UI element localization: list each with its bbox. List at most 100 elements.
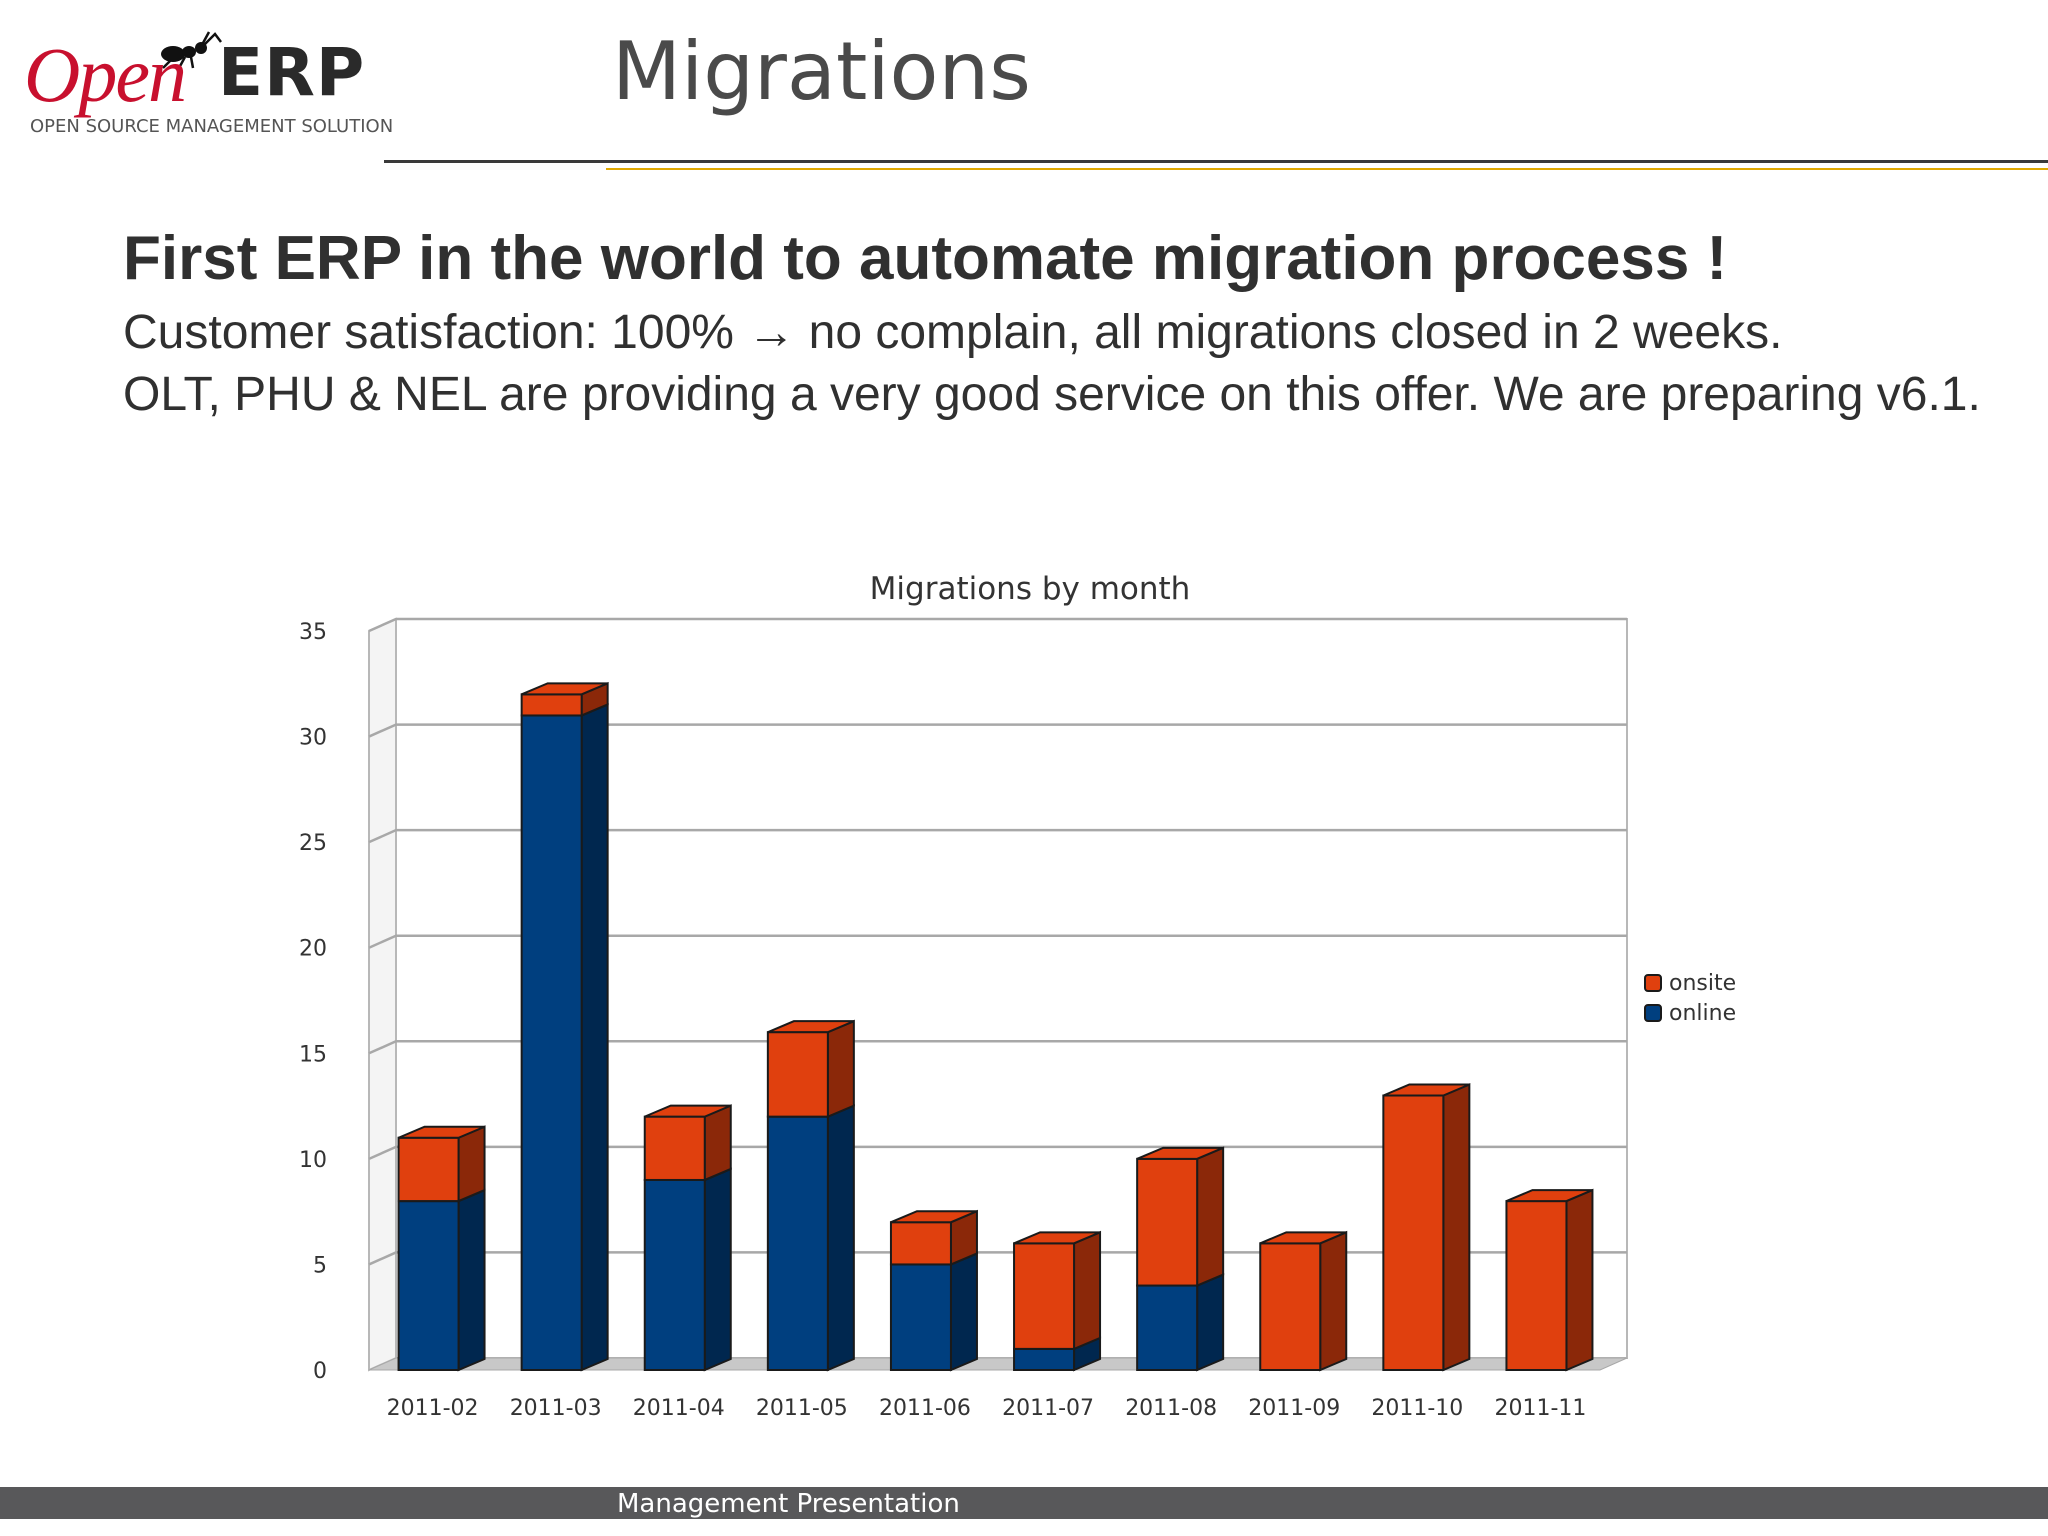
x-tick-label: 2011-10: [1371, 1396, 1463, 1421]
bar-side-face: [457, 1125, 486, 1203]
headline: First ERP in the world to automate migra…: [123, 224, 1728, 293]
y-tick-label: 35: [299, 620, 327, 645]
migrations-chart: Migrations by month 0 5 10 15 20 25 30 35 2011-0…: [299, 571, 1736, 1421]
bar-segment-onsite: [397, 1125, 486, 1203]
bar-front-face: [643, 1178, 706, 1371]
x-tick-label: 2011-06: [879, 1396, 971, 1421]
bar-side-face: [949, 1251, 978, 1372]
y-tick-label: 30: [299, 726, 327, 751]
y-tick-label: 25: [299, 831, 327, 856]
bar-front-face: [1505, 1200, 1568, 1371]
bar-segment-onsite: [520, 681, 609, 717]
bar-side-face: [703, 1104, 732, 1182]
x-tick-label: 2011-07: [1002, 1396, 1094, 1421]
y-tick-label: 0: [313, 1359, 327, 1384]
bar-top-face: [1136, 1146, 1224, 1160]
gridline: [368, 723, 1627, 738]
bar-front-face: [520, 714, 583, 1371]
x-tick-label: 2011-02: [387, 1396, 479, 1421]
x-tick-label: 2011-03: [510, 1396, 602, 1421]
footer-bar: Management Presentation: [0, 1487, 2048, 1519]
bar-segment-online: [397, 1188, 486, 1372]
bar-segment-onsite: [889, 1209, 978, 1266]
bar-front-face: [1013, 1347, 1076, 1372]
bar-top-face: [1259, 1231, 1347, 1245]
footer-label: Management Presentation: [617, 1489, 960, 1519]
bar-segment-onsite: [1259, 1230, 1348, 1372]
page-title: Migrations: [612, 25, 1031, 118]
chart-title: Migrations by month: [870, 571, 1191, 607]
x-tick-label: 2011-11: [1494, 1396, 1586, 1421]
bar-segment-online: [520, 702, 609, 1372]
bar-side-face: [826, 1019, 855, 1119]
bar-front-face: [766, 1115, 829, 1372]
bar-top-face: [398, 1125, 485, 1139]
header-rule-dark: [384, 160, 2048, 163]
bar-front-face: [397, 1136, 460, 1203]
bar-side-face: [1442, 1083, 1471, 1372]
gridline: [368, 617, 1627, 633]
legend-label-onsite: onsite: [1669, 971, 1736, 996]
bar-front-face: [1259, 1242, 1322, 1371]
bar-segment-onsite: [1136, 1146, 1225, 1288]
bar-segment-online: [1136, 1273, 1225, 1372]
bar-top-face: [1506, 1189, 1593, 1203]
y-tick-label: 15: [299, 1042, 327, 1067]
bar-segment-onsite: [1505, 1188, 1594, 1372]
openerp-logo: Open ERP OPEN SOURCE MANAGEMENT SOLUTION: [20, 30, 394, 145]
bar-front-face: [766, 1031, 829, 1118]
bar-top-face: [767, 1020, 855, 1034]
gridline: [368, 828, 1627, 844]
header-rule-gold: [606, 168, 2048, 170]
gridline: [368, 934, 1627, 949]
bar-side-face: [1565, 1188, 1594, 1372]
bar-front-face: [520, 693, 583, 717]
x-tick-label: 2011-08: [1125, 1396, 1217, 1421]
bar-segment-onsite: [766, 1019, 855, 1119]
legend-swatch-online: [1644, 1004, 1662, 1022]
bar-top-face: [1382, 1083, 1470, 1097]
bar-top-face: [890, 1210, 978, 1224]
bar-front-face: [1136, 1284, 1199, 1371]
bar-segment-online: [889, 1251, 978, 1372]
x-tick-label: 2011-05: [756, 1396, 848, 1421]
bar-front-face: [397, 1200, 460, 1371]
body-text: Customer satisfaction: 100% → no complai…: [123, 302, 1993, 426]
bar-side-face: [1196, 1146, 1225, 1288]
gridline: [368, 1040, 1627, 1055]
bar-top-face: [644, 1104, 732, 1118]
bar-side-face: [1319, 1230, 1348, 1372]
x-tick-label: 2011-09: [1248, 1396, 1340, 1421]
ant-icon: [161, 31, 222, 69]
bar-side-face: [826, 1104, 855, 1372]
bar-segment-onsite: [1013, 1230, 1102, 1351]
bar-segment-online: [766, 1104, 855, 1372]
bar-front-face: [1136, 1157, 1199, 1287]
legend-swatch-onsite: [1644, 974, 1662, 992]
bar-front-face: [889, 1263, 952, 1372]
paragraph-service: OLT, PHU & NEL are providing a very good…: [123, 368, 1981, 421]
bar-front-face: [889, 1221, 952, 1266]
y-tick-label: 20: [299, 937, 327, 962]
bar-side-face: [457, 1188, 486, 1372]
y-tick-label: 10: [299, 1148, 327, 1173]
x-tick-label: 2011-04: [633, 1396, 725, 1421]
bar-front-face: [1013, 1242, 1076, 1350]
y-tick-label: 5: [313, 1253, 327, 1278]
bar-top-face: [1013, 1231, 1101, 1245]
logo-open-text: Open: [24, 31, 187, 118]
bar-segment-onsite: [1382, 1083, 1471, 1372]
bar-side-face: [703, 1167, 732, 1372]
bar-segment-online: [643, 1167, 732, 1372]
bar-top-face: [521, 682, 609, 696]
bar-segment-onsite: [643, 1104, 732, 1182]
paragraph-satisfaction: Customer satisfaction: 100% → no complai…: [123, 306, 1783, 359]
logo-erp-text: ERP: [218, 34, 366, 111]
bar-side-face: [1073, 1230, 1102, 1351]
bar-front-face: [1382, 1094, 1445, 1371]
bar-side-face: [1196, 1273, 1225, 1372]
logo-tagline: OPEN SOURCE MANAGEMENT SOLUTION: [30, 116, 394, 137]
bar-front-face: [643, 1115, 706, 1181]
bar-side-face: [580, 702, 609, 1372]
legend-label-online: online: [1669, 1001, 1736, 1026]
